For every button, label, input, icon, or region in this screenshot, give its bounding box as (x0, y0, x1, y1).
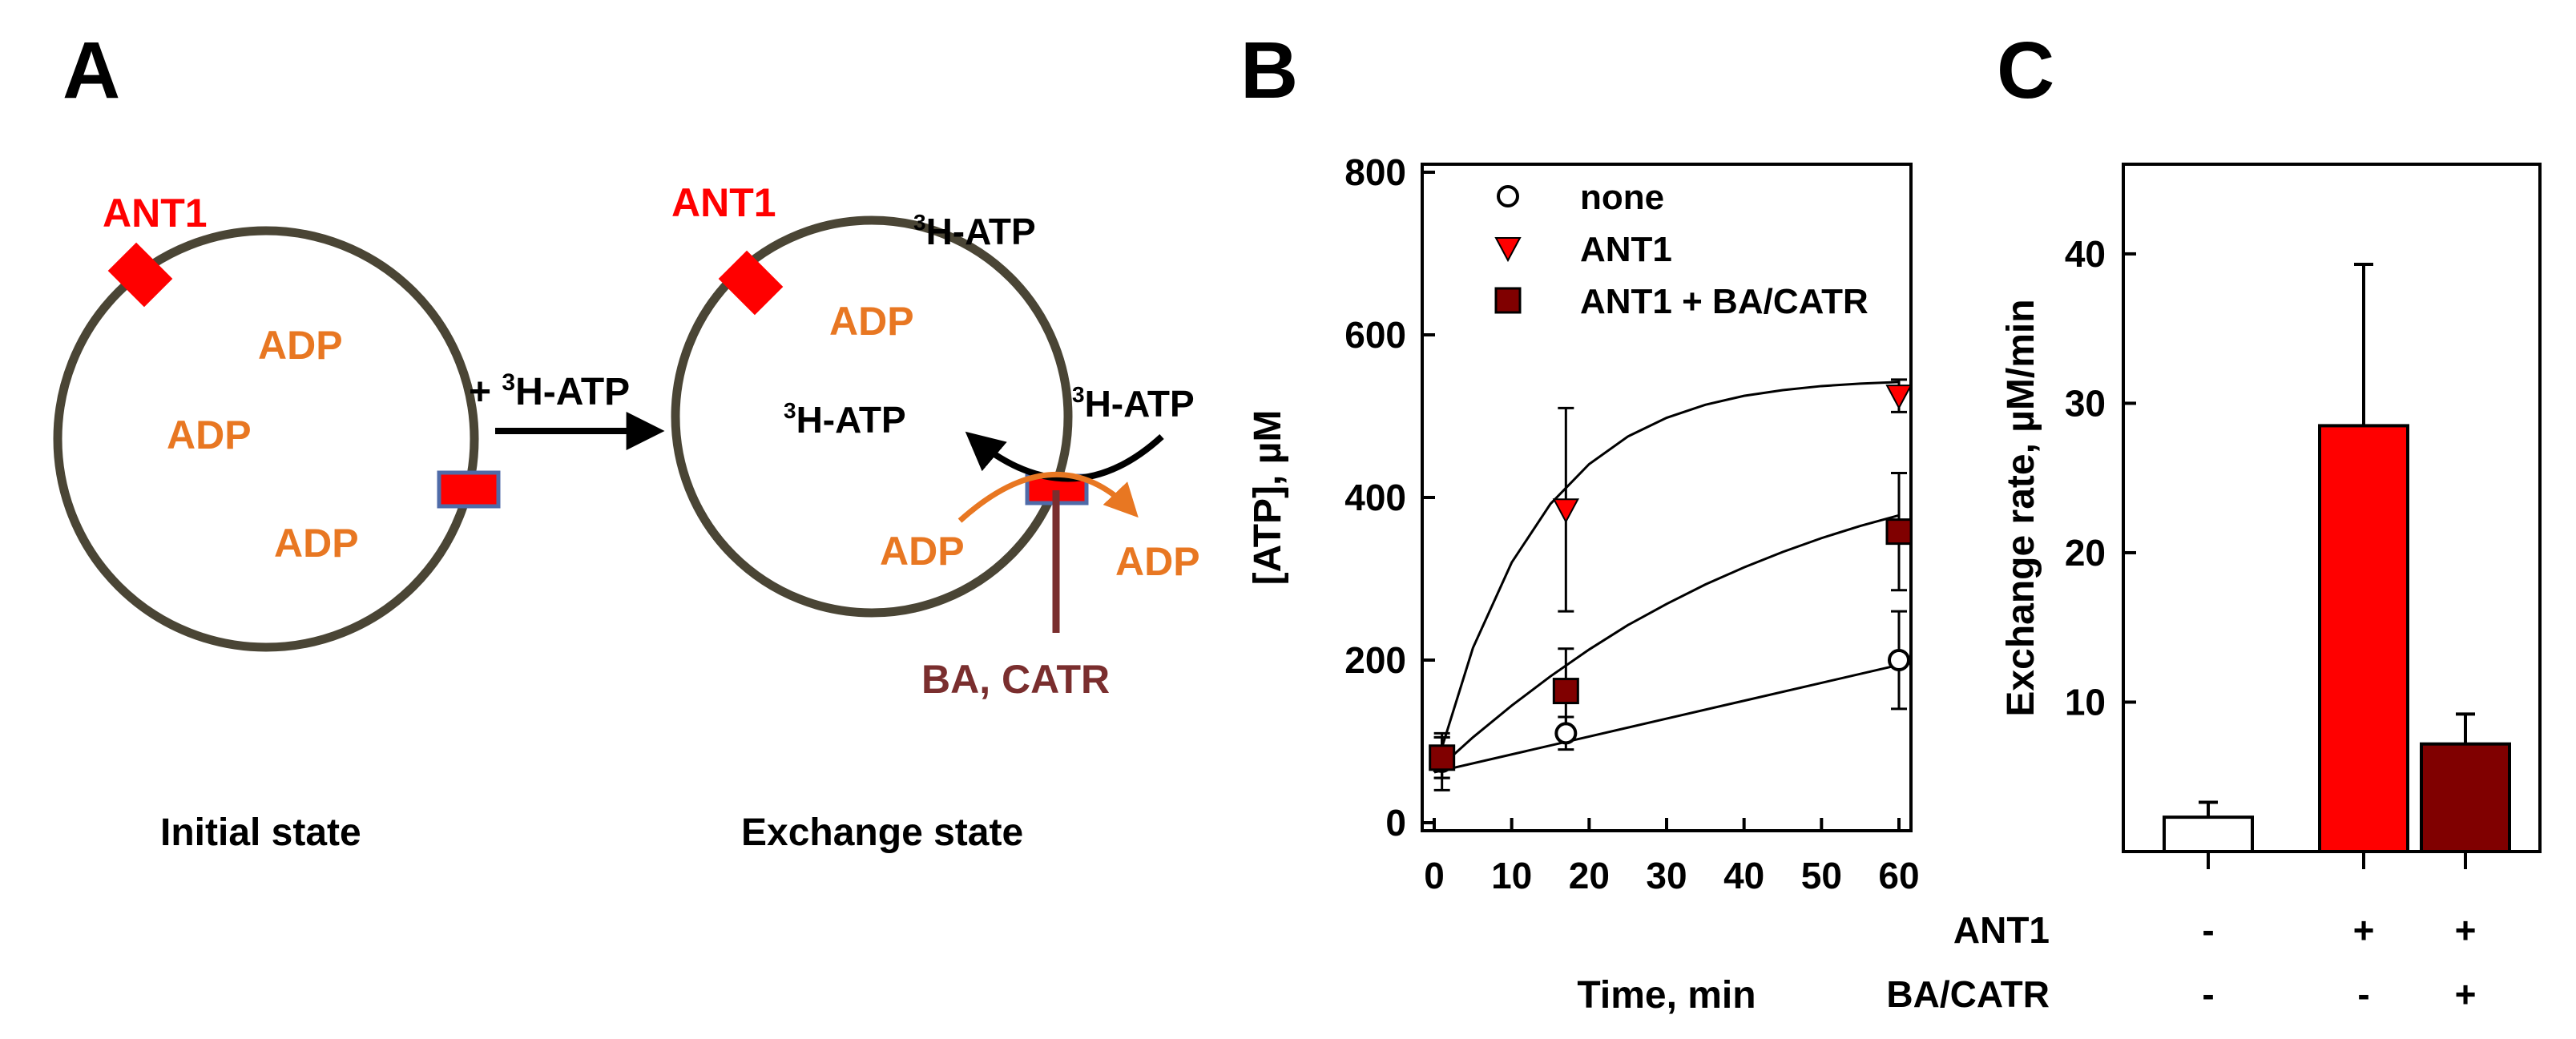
data-point (1552, 678, 1579, 705)
data-point (1888, 649, 1910, 671)
legend-marker (1497, 185, 1519, 207)
y-axis-title: [ATP], µM (1247, 410, 1289, 586)
x-tick-label: 20 (1569, 855, 1610, 896)
panel-a-letter: A (62, 26, 120, 115)
initial-state-label: Initial state (160, 811, 361, 854)
exchange-state-label: Exchange state (741, 811, 1023, 854)
ba-catr-label: BA, CATR (921, 657, 1110, 702)
bar-chart: 10 20 30 40 Exchange rate, µM/min (2000, 163, 2542, 869)
adp-label: ADP (274, 521, 359, 566)
ant1-label-initial: ANT1 (103, 191, 208, 236)
bar (2163, 815, 2254, 853)
x-tick-label: 50 (1801, 855, 1842, 896)
bar (2318, 424, 2409, 853)
y-tick-label: 600 (1344, 314, 1406, 356)
atp-import-arrow (965, 431, 1164, 482)
condition-mark: - (2202, 909, 2214, 951)
ant1-transporter-membrane-icon (437, 470, 501, 509)
x-tick-label: 40 (1723, 855, 1764, 896)
adp-label: ADP (258, 323, 343, 368)
plus-atp-label: + 3H-ATP (469, 369, 630, 413)
panel-c: C 10 20 30 40 Exchange rate, µM/min ANT1 BA/… (1886, 26, 2542, 1015)
atp-inside-label: 3H-ATP (784, 398, 906, 441)
data-point (1885, 518, 1913, 546)
legend-marker (1494, 237, 1522, 263)
panel-b-letter: B (1240, 26, 1298, 115)
atp-outside-label: 3H-ATP (913, 210, 1036, 252)
condition-row-ba-catr-label: BA/CATR (1886, 973, 2050, 1015)
x-tick-label: 0 (1424, 855, 1445, 896)
data-point (1552, 498, 1580, 524)
y-tick-label: 400 (1344, 477, 1406, 518)
atp-entering-label: 3H-ATP (1072, 382, 1195, 425)
ant1-transporter-icon (107, 242, 173, 308)
condition-mark: + (2353, 909, 2375, 951)
data-point (1429, 744, 1456, 771)
legend-label: ANT1 (1580, 230, 1672, 269)
x-tick-label: 10 (1491, 855, 1532, 896)
panel-c-letter: C (1997, 26, 2054, 115)
adp-label: ADP (1115, 539, 1200, 584)
legend-label: none (1580, 178, 1664, 217)
adp-label: ADP (880, 529, 965, 574)
x-tick-label: 60 (1878, 855, 1919, 896)
y-tick-label: 10 (2065, 681, 2106, 723)
condition-mark: + (2455, 973, 2477, 1015)
data-point (1554, 722, 1578, 745)
fit-line (1433, 381, 1900, 773)
vesicle-initial (53, 226, 479, 652)
adp-label: ADP (167, 413, 252, 457)
y-tick-label: 40 (2065, 233, 2106, 275)
x-axis-title: Time, min (1577, 974, 1756, 1017)
panel-a: A ANT1 ADP ADP ADP + 3H-ATP ANT1 3H-ATP … (53, 26, 1200, 854)
y-tick-label: 20 (2065, 532, 2106, 574)
fit-line (1433, 663, 1900, 774)
y-axis-title: Exchange rate, µM/min (2000, 299, 2042, 716)
legend-label: ANT1 + BA/CATR (1580, 282, 1869, 321)
adp-label: ADP (829, 299, 914, 344)
condition-mark: + (2455, 909, 2477, 951)
condition-mark: - (2202, 973, 2214, 1015)
x-tick-label: 30 (1646, 855, 1687, 896)
condition-row-ant1-label: ANT1 (1953, 909, 2050, 951)
vesicle-exchange (671, 215, 1073, 618)
y-tick-label: 0 (1385, 802, 1406, 844)
adp-export-arrow (957, 471, 1139, 523)
condition-mark: - (2357, 973, 2369, 1015)
bar (2420, 742, 2511, 853)
y-tick-label: 30 (2065, 382, 2106, 424)
ant1-transporter-icon (718, 250, 784, 316)
legend-marker (1494, 287, 1522, 314)
y-tick-label: 800 (1344, 151, 1406, 193)
y-tick-label: 200 (1344, 639, 1406, 681)
ant1-label-exchange: ANT1 (671, 180, 776, 225)
fit-line (1433, 513, 1900, 774)
data-point (1885, 385, 1913, 410)
